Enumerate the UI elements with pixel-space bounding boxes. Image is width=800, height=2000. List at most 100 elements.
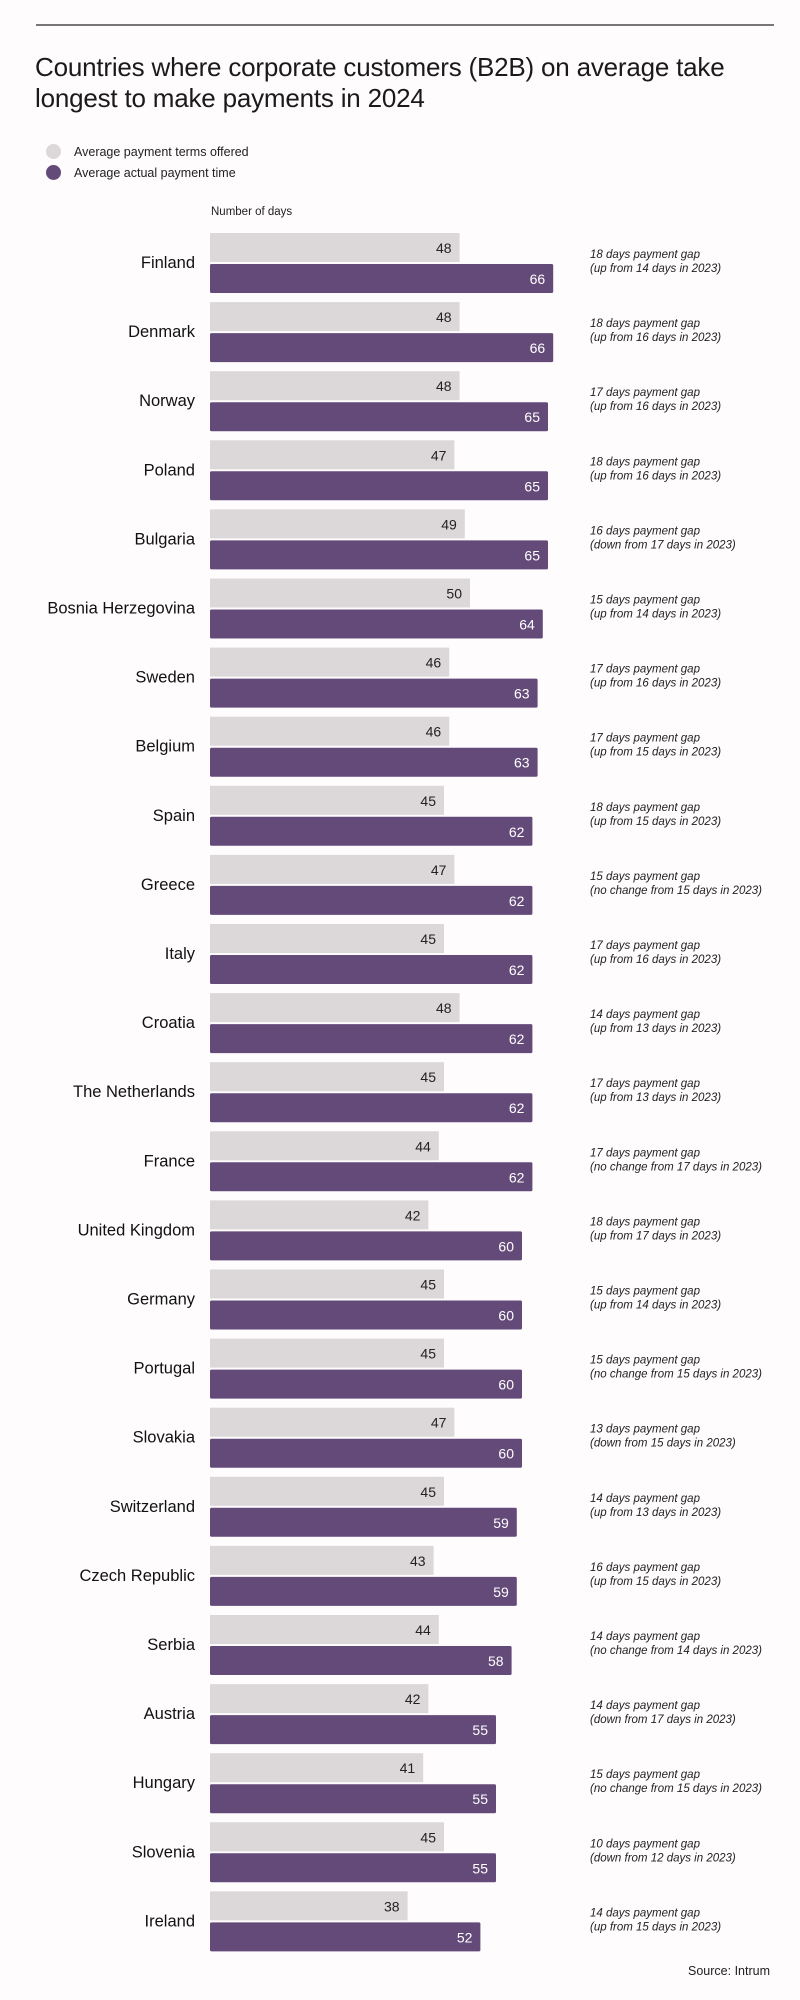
category-label: Sweden — [135, 669, 195, 687]
data-label-terms: 45 — [420, 1346, 436, 1362]
category-label: Germany — [127, 1291, 196, 1309]
gap-annotation-line1: 14 days payment gap — [590, 1631, 701, 1643]
gap-annotation-line2: (no change from 15 days in 2023) — [590, 885, 762, 897]
bar-actual-time — [210, 540, 548, 570]
data-label-actual: 62 — [509, 824, 525, 840]
bar-terms-offered — [210, 578, 470, 608]
category-label: Switzerland — [110, 1498, 195, 1516]
bar-actual-time — [210, 1438, 522, 1468]
bar-terms-offered — [210, 647, 450, 677]
bar-actual-time — [210, 1507, 517, 1537]
gap-annotation-line2: (up from 14 days in 2023) — [590, 263, 721, 275]
data-label-actual: 60 — [498, 1238, 514, 1254]
gap-annotation-line2: (up from 17 days in 2023) — [590, 1230, 721, 1242]
bar-actual-time — [210, 1576, 517, 1606]
bar-terms-offered — [210, 440, 455, 470]
bar-terms-offered — [210, 1684, 429, 1714]
data-label-actual: 62 — [509, 1031, 525, 1047]
data-label-actual: 55 — [472, 1722, 488, 1738]
bar-actual-time — [210, 678, 538, 708]
data-label-actual: 63 — [514, 686, 530, 702]
gap-annotation-line1: 17 days payment gap — [590, 664, 701, 676]
gap-annotation-line2: (no change from 14 days in 2023) — [590, 1645, 762, 1657]
data-label-terms: 45 — [420, 1277, 436, 1293]
data-label-terms: 44 — [415, 1138, 431, 1154]
gap-annotation-line2: (up from 16 days in 2023) — [590, 470, 721, 482]
bar-terms-offered — [210, 302, 460, 332]
source-note: Source: Intrum — [688, 1964, 770, 1978]
category-label: Hungary — [133, 1774, 196, 1792]
bar-terms-offered — [210, 371, 460, 401]
gap-annotation-line1: 14 days payment gap — [590, 1700, 701, 1712]
legend-item-actual: Average actual payment time — [46, 162, 249, 183]
bar-actual-time — [210, 1853, 496, 1883]
data-label-terms: 50 — [446, 586, 462, 602]
data-label-actual: 64 — [519, 617, 535, 633]
gap-annotation-line1: 15 days payment gap — [590, 1769, 701, 1781]
data-label-actual: 58 — [488, 1653, 504, 1669]
category-label: Portugal — [134, 1360, 195, 1378]
data-label-terms: 47 — [431, 862, 447, 878]
gap-annotation-line2: (down from 17 days in 2023) — [590, 1714, 736, 1726]
gap-annotation-line2: (up from 14 days in 2023) — [590, 609, 721, 621]
bar-terms-offered — [210, 1131, 439, 1161]
legend-swatch-actual — [46, 165, 61, 180]
gap-annotation-line2: (down from 17 days in 2023) — [590, 539, 736, 551]
data-label-terms: 48 — [436, 1000, 452, 1016]
bar-actual-time — [210, 402, 548, 432]
gap-annotation-line1: 18 days payment gap — [590, 802, 701, 814]
bar-terms-offered — [210, 1753, 424, 1783]
gap-annotation-line2: (up from 16 days in 2023) — [590, 332, 721, 344]
gap-annotation-line1: 18 days payment gap — [590, 318, 701, 330]
data-label-terms: 45 — [420, 793, 436, 809]
bar-terms-offered — [210, 1615, 439, 1644]
data-label-actual: 65 — [524, 547, 540, 563]
gap-annotation-line2: (down from 12 days in 2023) — [590, 1852, 736, 1864]
category-label: Slovakia — [133, 1429, 196, 1447]
bar-terms-offered — [210, 785, 444, 815]
gap-annotation-line2: (up from 16 days in 2023) — [590, 401, 721, 413]
gap-annotation-line1: 14 days payment gap — [590, 1493, 701, 1505]
gap-annotation-line1: 15 days payment gap — [590, 595, 701, 607]
data-label-actual: 65 — [524, 409, 540, 425]
data-label-terms: 49 — [441, 516, 457, 532]
data-label-actual: 60 — [498, 1377, 514, 1393]
data-label-actual: 66 — [530, 271, 546, 287]
data-label-actual: 59 — [493, 1515, 509, 1531]
data-label-terms: 44 — [415, 1622, 431, 1638]
gap-annotation-line2: (up from 15 days in 2023) — [590, 1576, 721, 1588]
x-axis-label: Number of days — [211, 206, 293, 218]
data-label-actual: 65 — [524, 478, 540, 494]
bar-terms-offered — [210, 854, 455, 884]
legend-label-terms: Average payment terms offered — [74, 144, 249, 159]
data-label-terms: 48 — [436, 240, 452, 256]
data-label-terms: 45 — [420, 931, 436, 947]
data-label-actual: 63 — [514, 755, 530, 771]
data-label-actual: 52 — [457, 1929, 473, 1945]
data-label-actual: 62 — [509, 962, 525, 978]
gap-annotation-line1: 14 days payment gap — [590, 1907, 701, 1919]
gap-annotation-line1: 14 days payment gap — [590, 1009, 701, 1021]
gap-annotation-line2: (up from 13 days in 2023) — [590, 1092, 721, 1104]
data-label-actual: 62 — [509, 893, 525, 909]
gap-annotation-line2: (up from 15 days in 2023) — [590, 816, 721, 828]
category-label: Czech Republic — [79, 1567, 195, 1585]
category-label: Serbia — [147, 1636, 196, 1654]
data-label-terms: 47 — [431, 1415, 447, 1431]
data-label-terms: 48 — [436, 309, 452, 325]
bar-terms-offered — [210, 1545, 434, 1575]
category-label: Denmark — [128, 323, 196, 341]
bar-terms-offered — [210, 716, 450, 746]
category-label: Italy — [165, 945, 196, 963]
bar-terms-offered — [210, 509, 465, 539]
category-label: Bulgaria — [134, 530, 195, 548]
bar-terms-offered — [210, 1200, 429, 1230]
category-label: Finland — [141, 254, 195, 272]
gap-annotation-line1: 16 days payment gap — [590, 525, 701, 537]
gap-annotation-line2: (up from 16 days in 2023) — [590, 678, 721, 690]
bar-terms-offered — [210, 1476, 444, 1506]
category-label: Poland — [144, 461, 195, 479]
category-label: Bosnia Herzegovina — [47, 600, 195, 618]
data-label-actual: 60 — [498, 1446, 514, 1462]
